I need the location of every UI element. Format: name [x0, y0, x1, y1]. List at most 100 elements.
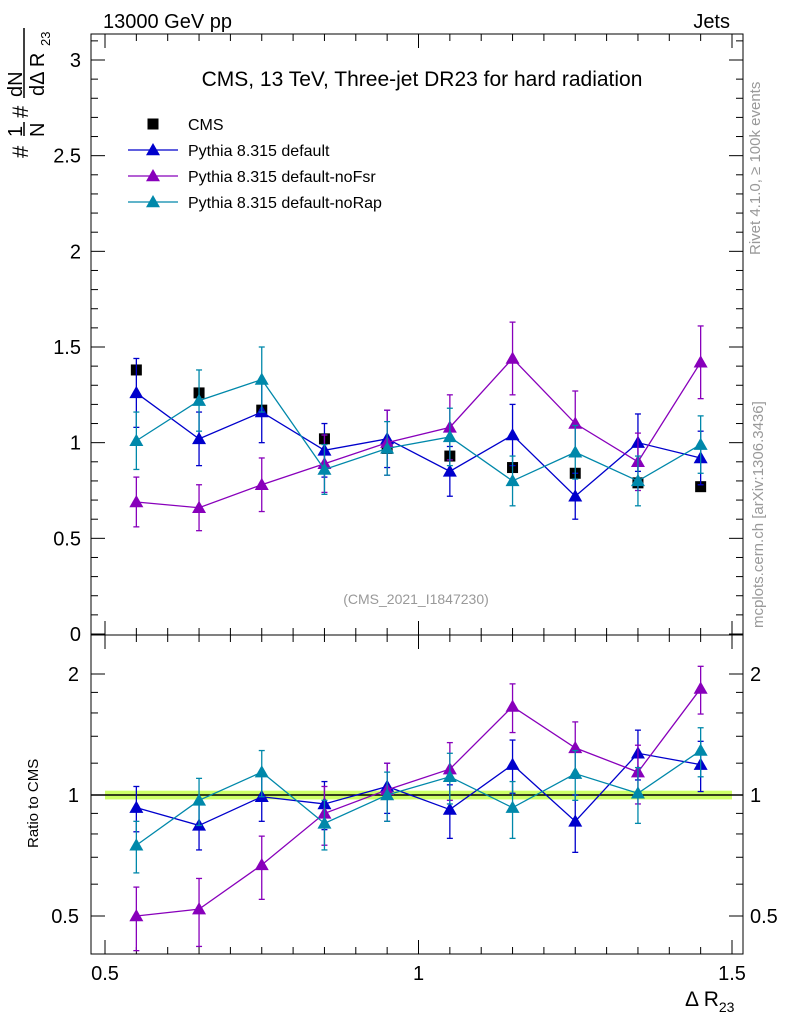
ratio-data-point	[254, 857, 269, 871]
x-axis-label: Δ R23	[685, 988, 735, 1015]
ratio-y-tick-label-right: 2	[750, 664, 761, 686]
main-y-tick-label: 1	[70, 433, 81, 455]
ratio-data-point	[568, 814, 583, 827]
ratio-data-point	[380, 788, 395, 801]
main-series-group	[129, 321, 708, 532]
header-left-label: 13000 GeV pp	[103, 11, 232, 33]
main-data-point	[192, 431, 207, 445]
ratio-data-point	[129, 838, 144, 851]
ratio-y-tick-label-left: 0.5	[51, 906, 79, 928]
ratio-y-tick-label-right: 1	[750, 785, 761, 807]
main-series-1	[129, 357, 708, 520]
main-data-point	[442, 429, 457, 443]
x-tick-label: 0.5	[91, 963, 119, 985]
ratio-series-1	[129, 665, 708, 952]
legend-marker	[146, 143, 160, 156]
ratio-data-point	[505, 699, 520, 712]
main-data-point	[505, 428, 520, 441]
y-label-dR: dΔ R	[27, 53, 49, 96]
y-label-frac-1: 1	[5, 126, 27, 137]
main-y-tick-label: 2	[70, 241, 81, 263]
ratio-y-tick-label-right: 0.5	[750, 906, 778, 928]
main-data-point	[254, 372, 269, 385]
main-series-3	[129, 346, 708, 507]
main-panel: 0 0.5 1 1.5 2 2.5 3 CMS, 13 TeV, Three-jet DR2…	[5, 28, 744, 646]
main-y-tick-label: 3	[70, 50, 81, 72]
legend-label: Pythia 8.315 default-noFsr	[188, 169, 376, 186]
main-data-point	[505, 473, 520, 487]
main-series-line	[135, 378, 701, 482]
main-data-point	[568, 445, 583, 458]
legend-entry: Pythia 8.315 default	[128, 143, 330, 160]
legend-label: Pythia 8.315 default	[188, 143, 330, 160]
ratio-y-tick-label-left: 2	[68, 664, 79, 686]
ratio-data-point	[129, 800, 144, 813]
main-y-tick-label: 0	[70, 624, 81, 646]
legend-marker	[146, 169, 160, 182]
ratio-series-group	[129, 665, 708, 952]
main-y-tick-label: 0.5	[53, 528, 81, 550]
main-y-tick-label: 1.5	[53, 337, 81, 359]
ratio-y-axis-label: Ratio to CMS	[25, 759, 42, 848]
mcplots-reference-label: mcplots.cern.ch [arXiv:1306.3436]	[750, 401, 767, 628]
ratio-data-point	[192, 793, 207, 806]
ratio-series-line	[135, 750, 702, 846]
legend-entry: CMS	[147, 117, 224, 134]
ratio-panel: 0.5 0.5 1 1 2 2 0.5 1 1.5 Ratio to CMS	[25, 634, 778, 985]
legend-entry: Pythia 8.315 default-noFsr	[128, 169, 376, 186]
main-data-point	[192, 393, 207, 406]
ratio-data-point	[693, 743, 708, 756]
main-data-point	[129, 494, 144, 508]
main-series-line	[135, 392, 701, 498]
main-data-point	[568, 416, 583, 429]
main-data-point	[568, 489, 583, 502]
main-data-point	[630, 473, 645, 487]
y-label-sub: 23	[38, 32, 53, 46]
header-right-label: Jets	[693, 11, 730, 33]
legend-entry: Pythia 8.315 default-noRap	[128, 195, 382, 212]
legend-marker	[147, 118, 159, 130]
legend-label: Pythia 8.315 default-noRap	[188, 195, 382, 212]
main-chart-title: CMS, 13 TeV, Three-jet DR23 for hard rad…	[202, 68, 643, 91]
main-series-2	[129, 321, 708, 532]
main-data-point	[693, 437, 708, 450]
ratio-data-point	[442, 769, 457, 783]
main-data-point	[693, 355, 708, 368]
ratio-data-point	[442, 802, 457, 815]
ratio-series-line	[136, 688, 702, 917]
ratio-data-point	[630, 786, 645, 799]
main-data-point	[380, 441, 395, 454]
ratio-y-tick-label-left: 1	[68, 785, 79, 807]
ratio-series-line	[136, 752, 701, 827]
ratio-data-point	[129, 909, 144, 922]
main-data-point	[505, 351, 520, 364]
ratio-data-point	[505, 800, 520, 813]
x-tick-label: 1	[413, 963, 424, 985]
main-data-point	[129, 433, 144, 447]
rivet-version-label: Rivet 4.1.0, ≥ 100k events	[747, 82, 764, 255]
main-y-axis-label: # 1 N # dN dΔ R 23	[5, 28, 53, 158]
main-data-point	[317, 462, 332, 475]
main-series-line	[136, 357, 702, 509]
legend-label: CMS	[188, 117, 224, 134]
main-data-point	[254, 477, 269, 491]
ratio-data-point	[254, 765, 269, 778]
ratio-data-point	[192, 902, 207, 915]
main-y-tick-label: 2.5	[53, 146, 81, 168]
ratio-data-point	[693, 681, 708, 694]
ratio-data-point	[568, 740, 583, 754]
ratio-axis-ticks: 0.5 0.5 1 1 2 2 0.5 1 1.5	[51, 635, 778, 985]
main-axis-ticks: 0 0.5 1 1.5 2 2.5 3	[53, 34, 743, 646]
main-data-point	[442, 464, 457, 477]
main-data-point	[129, 385, 144, 399]
x-axis-label-main: Δ R	[685, 988, 719, 1011]
ratio-series-2	[129, 727, 708, 874]
legend: CMS Pythia 8.315 default Pythia 8.315 defa…	[128, 117, 382, 212]
x-axis-label-sub: 23	[719, 999, 735, 1015]
y-label-hash-2: #	[8, 105, 33, 118]
main-data-point	[192, 500, 207, 513]
ratio-data-point	[568, 766, 583, 779]
main-data-point	[695, 481, 707, 493]
y-label-frac-N: N	[27, 123, 49, 137]
